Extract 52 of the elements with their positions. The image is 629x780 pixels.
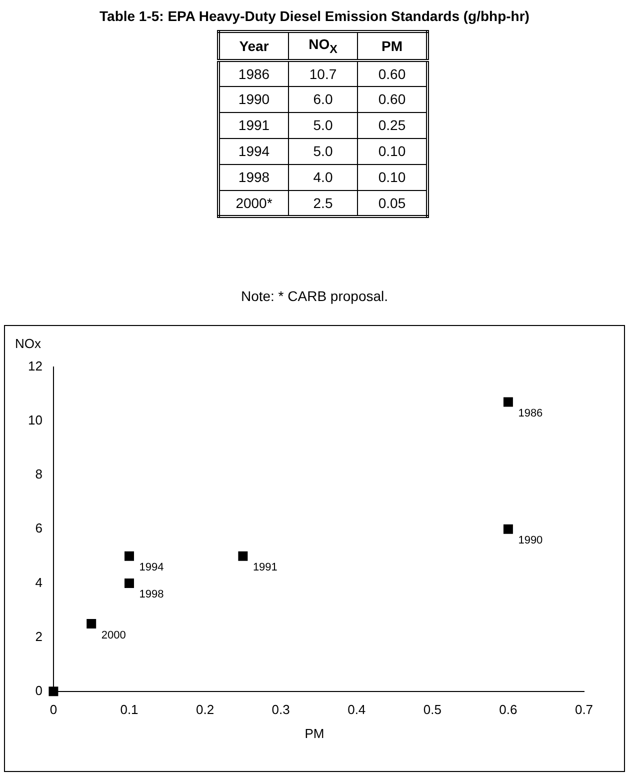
x-tick-label: 0 [50, 702, 58, 717]
text: 0.05 [358, 190, 428, 216]
text: 0.10 [358, 138, 428, 164]
text: PM [358, 32, 428, 60]
annotation: 1990 [518, 534, 543, 547]
text: 4.0 [288, 164, 358, 190]
y-tick-label: 10 [28, 412, 42, 428]
text: 0.25 [358, 112, 428, 138]
text: NO$_{X}$ [288, 32, 358, 60]
x-tick-label: 0.5 [423, 702, 442, 717]
text: 1991 [218, 112, 288, 138]
annotation: 1994 [139, 562, 164, 574]
point [238, 551, 248, 561]
y-tick-label: 0 [35, 682, 42, 698]
y-tick-label: 2 [35, 628, 42, 644]
point [124, 578, 134, 588]
text: 1998 [218, 164, 288, 190]
annotation: 1986 [518, 407, 543, 420]
x-tick-label: 0.6 [499, 702, 518, 717]
y-tick-label: 12 [28, 358, 42, 374]
point [86, 619, 96, 629]
text: 0.10 [358, 164, 428, 190]
text: 6.0 [288, 86, 358, 112]
point [503, 524, 513, 534]
text: 0.60 [358, 60, 428, 86]
text: 2000* [218, 190, 288, 216]
text: 10.7 [288, 60, 358, 86]
text: Note: * CARB proposal. [240, 288, 390, 304]
x-tick-label: 0.2 [196, 702, 214, 717]
x-axis-title: PM [304, 726, 326, 741]
x-tick-label: 0.7 [574, 702, 594, 717]
text: 5.0 [288, 112, 358, 138]
point [503, 397, 513, 407]
chart-title: Table 1-5: EPA Heavy-Duty Diesel Emission Standards (g/bhp-hr) [98, 8, 530, 24]
y-tick-label: 6 [35, 520, 42, 536]
text: 0.60 [358, 86, 428, 112]
text: 1986 [218, 60, 288, 86]
text: 1990 [218, 86, 288, 112]
y-tick-label: 4 [35, 574, 42, 590]
text: 1994 [218, 138, 288, 164]
text: Year [218, 32, 288, 60]
x-tick-label: 0.4 [348, 702, 366, 717]
annotation: 1998 [139, 588, 164, 601]
annotation: 2000 [101, 629, 126, 642]
text: 2.5 [288, 190, 358, 216]
text: 5.0 [288, 138, 358, 164]
point [48, 686, 58, 696]
point [124, 551, 134, 561]
y-axis-title: NOx [15, 336, 41, 351]
x-tick-label: 0.1 [120, 702, 138, 717]
y-tick-label: 8 [35, 466, 42, 482]
x-tick-label: 0.3 [272, 702, 290, 717]
